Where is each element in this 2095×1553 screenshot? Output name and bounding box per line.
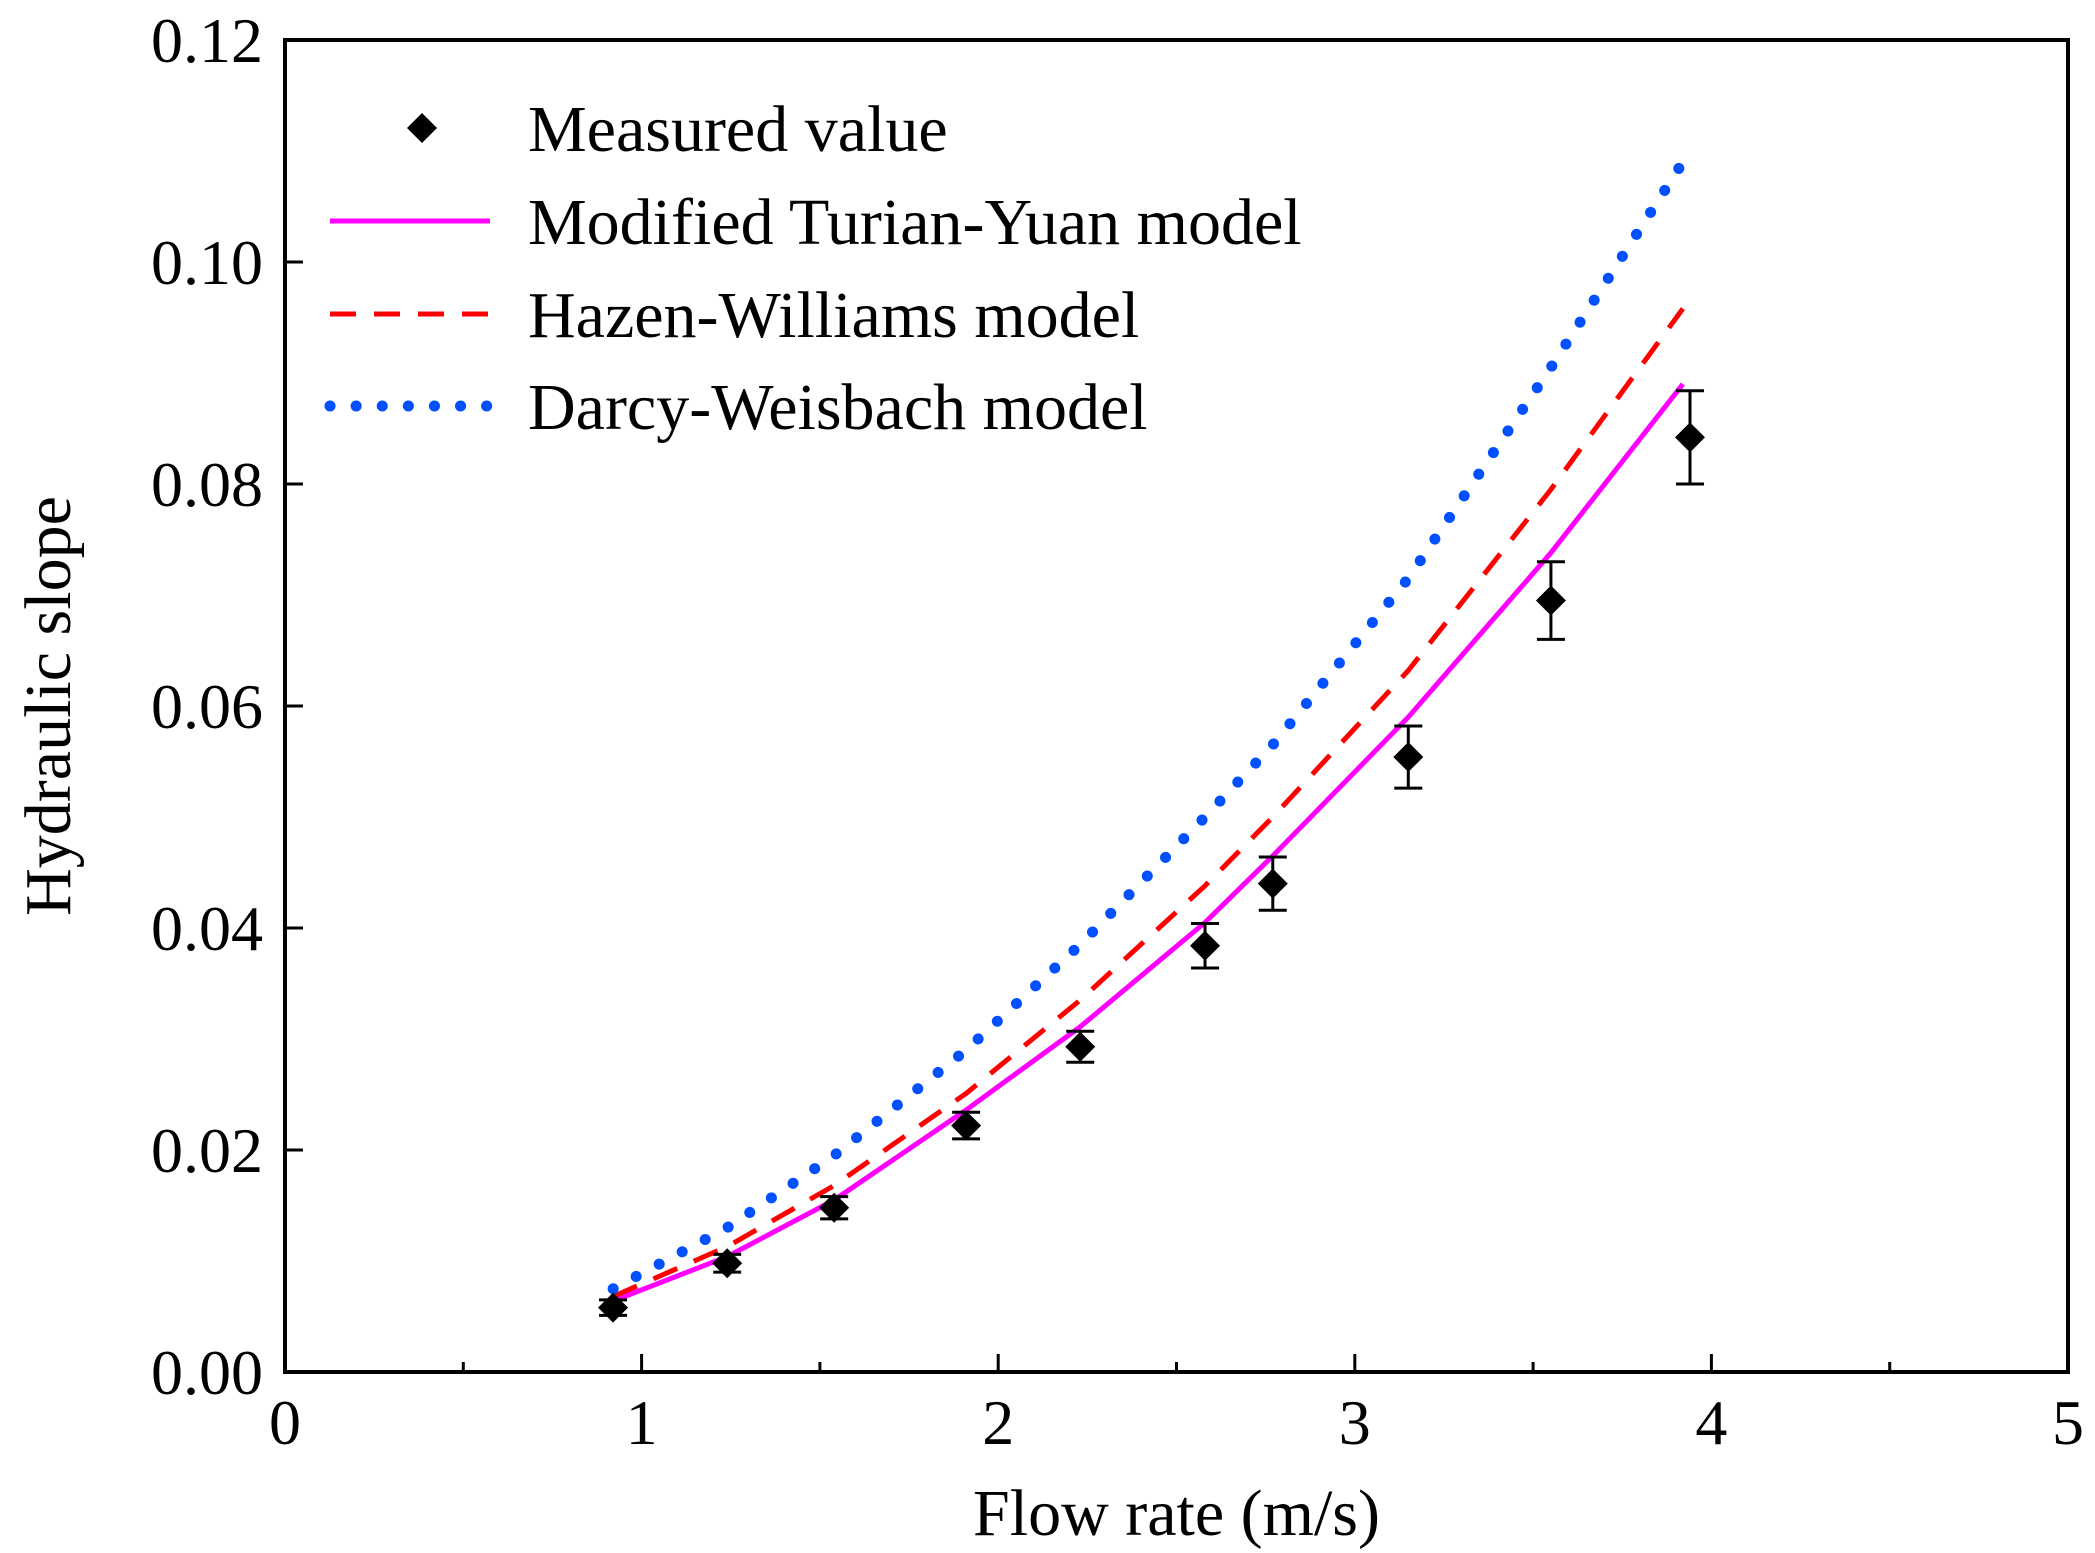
legend-marker-measured xyxy=(407,113,437,143)
y-axis-label: Hydraulic slope xyxy=(12,496,85,916)
y-tick-label: 0.10 xyxy=(151,227,263,298)
measured-point xyxy=(819,1192,850,1223)
legend-label: Darcy-Weisbach model xyxy=(528,371,1148,444)
legend-label: Hazen-Williams model xyxy=(528,279,1139,352)
measured-point xyxy=(1675,422,1706,453)
legend: Measured value Modified Turian-Yuan model… xyxy=(324,93,1302,444)
y-tick-label: 0.12 xyxy=(151,5,263,76)
plot-frame xyxy=(283,38,2070,1374)
legend-label: Measured value xyxy=(528,93,948,166)
x-axis-label: Flow rate (m/s) xyxy=(973,1477,1380,1550)
x-tick-label: 5 xyxy=(2052,1387,2084,1458)
series-line-3 xyxy=(607,156,1689,1295)
x-tick-label: 2 xyxy=(982,1387,1014,1458)
series-line-2 xyxy=(612,307,1685,1299)
series-line-1 xyxy=(612,382,1685,1304)
y-tick-label: 0.00 xyxy=(151,1337,263,1408)
measured-point xyxy=(1257,868,1288,899)
x-tick-label: 1 xyxy=(626,1387,658,1458)
measured-point xyxy=(1065,1031,1096,1062)
measured-point xyxy=(712,1248,743,1279)
measured-point xyxy=(951,1110,982,1141)
x-tick-label: 4 xyxy=(1695,1387,1727,1458)
x-tick-label: 0 xyxy=(269,1387,301,1458)
legend-label: Modified Turian-Yuan model xyxy=(528,186,1302,259)
measured-point xyxy=(1190,930,1221,961)
x-axis-ticks: 0 1 2 3 4 5 xyxy=(269,1354,2084,1458)
x-tick-label: 3 xyxy=(1339,1387,1371,1458)
measured-point xyxy=(598,1292,629,1323)
measured-points xyxy=(598,389,1706,1323)
y-tick-label: 0.06 xyxy=(151,671,263,742)
measured-point xyxy=(1393,742,1424,773)
y-tick-label: 0.02 xyxy=(151,1115,263,1186)
y-axis-ticks: 0.00 0.02 0.04 0.06 0.08 0.10 0.12 xyxy=(151,5,303,1408)
model-lines xyxy=(607,156,1689,1304)
y-tick-label: 0.08 xyxy=(151,449,263,520)
measured-point xyxy=(1535,585,1566,616)
y-tick-label: 0.04 xyxy=(151,893,263,964)
